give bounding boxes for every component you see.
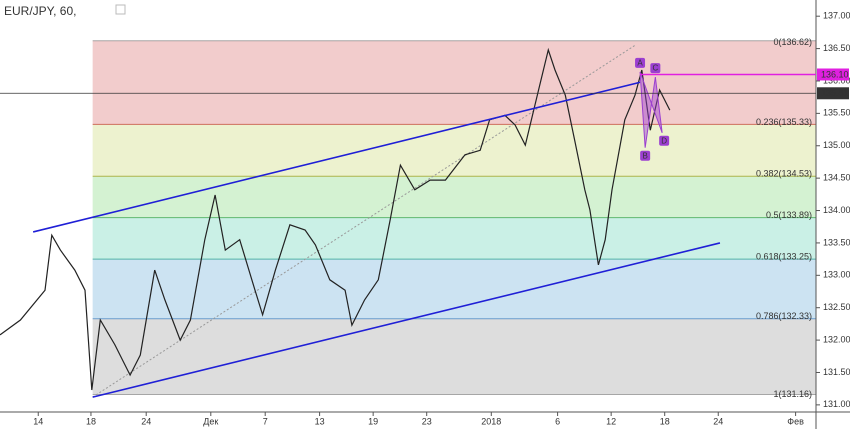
trendline [92,242,721,398]
x-tick-label: 2018 [481,416,501,426]
price-line [0,47,671,391]
fib-zone [92,217,816,260]
fib-zone [92,259,816,319]
trendline [32,81,641,233]
fib-label: 0(136.62) [773,37,812,47]
chart-title: EUR/JPY, 60, [4,4,76,18]
x-tick-label: Фев [787,416,804,426]
x-tick-label: Дек [203,416,218,426]
pattern-label: C [652,64,658,73]
x-tick-label: 13 [315,416,325,426]
y-tick-label: 133.00 [823,270,850,280]
x-tick-label: 18 [86,416,96,426]
x-tick-label: 6 [555,416,560,426]
y-tick-label: 134.50 [823,173,850,183]
y-tick-label: 133.50 [823,237,850,247]
fib-zone [92,40,816,125]
pattern-badge [635,57,646,68]
fib-label: 0.618(133.25) [756,251,812,261]
x-tick-label: 14 [33,416,43,426]
fib-zone [92,124,816,177]
x-tick-label: 18 [660,416,670,426]
pattern-label: D [661,136,667,145]
fib-label: 0.382(134.53) [756,169,812,179]
fib-label: 0.236(135.33) [756,117,812,127]
price-tag-label: 136.10 [821,69,849,79]
x-tick-label: 7 [263,416,268,426]
y-tick-label: 134.00 [823,205,850,215]
price-tag [817,68,849,81]
x-tick-label: 24 [713,416,723,426]
pattern-badge [650,63,661,74]
y-tick-label: 135.50 [823,108,850,118]
fib-zone [92,318,816,395]
y-tick-label: 136.50 [823,43,850,53]
x-tick-label: 12 [606,416,616,426]
fib-label: 0.786(132.33) [756,311,812,321]
y-tick-label: 132.00 [823,334,850,344]
pattern-badge [659,135,670,146]
icon[interactable] [115,4,126,15]
y-tick-label: 132.50 [823,302,850,312]
pattern-label: A [637,59,643,68]
fib-label: 0.5(133.89) [766,210,812,220]
fib-zone [92,176,816,218]
pattern-badge [640,150,651,161]
x-tick-label: 24 [141,416,151,426]
pattern-shape [639,71,663,148]
y-tick-label: 137.00 [823,11,850,21]
price-tag-label: 135.81 [821,88,849,98]
price-tag [817,87,849,100]
x-tick-label: 19 [368,416,378,426]
y-tick-label: 131.50 [823,367,850,377]
y-tick-label: 131.00 [823,399,850,409]
fib-label: 1(131.16) [773,389,812,399]
x-tick-label: 23 [422,416,432,426]
pattern-label: B [642,151,647,160]
y-tick-label: 135.00 [823,140,850,150]
